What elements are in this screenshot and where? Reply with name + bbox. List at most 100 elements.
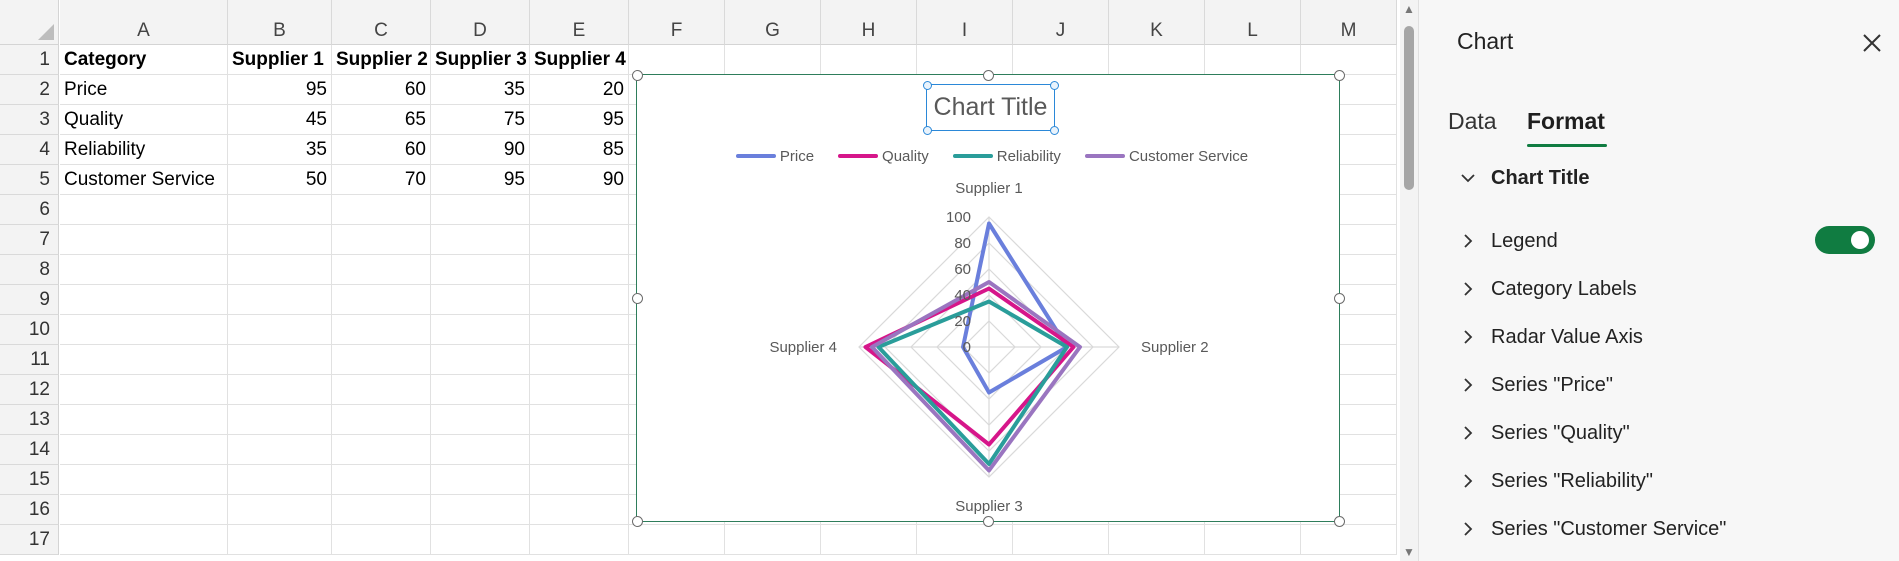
value-cell[interactable]: 35 bbox=[431, 75, 530, 105]
grid-cell[interactable] bbox=[1205, 45, 1301, 75]
row-header[interactable]: 11 bbox=[0, 345, 59, 375]
grid-cell[interactable] bbox=[332, 525, 431, 555]
column-header[interactable]: H bbox=[821, 0, 917, 45]
grid-cell[interactable] bbox=[1301, 195, 1397, 225]
series-line[interactable] bbox=[961, 221, 1069, 395]
grid-cell[interactable] bbox=[60, 495, 228, 525]
value-cell[interactable]: 60 bbox=[332, 135, 431, 165]
column-header[interactable]: K bbox=[1109, 0, 1205, 45]
column-header[interactable]: J bbox=[1013, 0, 1109, 45]
grid-cell[interactable] bbox=[332, 435, 431, 465]
legend-toggle[interactable] bbox=[1815, 226, 1875, 254]
grid-cell[interactable] bbox=[228, 435, 332, 465]
grid-cell[interactable] bbox=[332, 255, 431, 285]
grid-cell[interactable] bbox=[530, 255, 629, 285]
grid-cell[interactable] bbox=[1301, 315, 1397, 345]
grid-cell[interactable] bbox=[530, 405, 629, 435]
row-header[interactable]: 4 bbox=[0, 135, 59, 165]
grid-cell[interactable] bbox=[1301, 285, 1397, 315]
grid-cell[interactable] bbox=[530, 345, 629, 375]
header-cell[interactable]: Supplier 2 bbox=[332, 45, 431, 75]
chart-handle-tl[interactable] bbox=[631, 69, 643, 81]
value-cell[interactable]: 95 bbox=[431, 165, 530, 195]
grid-cell[interactable] bbox=[917, 525, 1013, 555]
grid-cell[interactable] bbox=[431, 345, 530, 375]
section-item[interactable]: Category Labels bbox=[1457, 272, 1637, 306]
grid-cell[interactable] bbox=[431, 405, 530, 435]
column-header[interactable]: M bbox=[1301, 0, 1397, 45]
vertical-scrollbar[interactable]: ▲ ▼ bbox=[1400, 0, 1418, 561]
grid-cell[interactable] bbox=[1301, 105, 1397, 135]
chart-handle-tr[interactable] bbox=[1333, 69, 1345, 81]
grid-cell[interactable] bbox=[228, 225, 332, 255]
legend-item[interactable]: Quality bbox=[838, 145, 929, 167]
column-header[interactable]: A bbox=[60, 0, 228, 45]
column-header[interactable]: G bbox=[725, 0, 821, 45]
section-item[interactable]: Series "Customer Service" bbox=[1457, 512, 1726, 546]
row-header[interactable]: 14 bbox=[0, 435, 59, 465]
column-header[interactable]: B bbox=[228, 0, 332, 45]
column-header[interactable]: L bbox=[1205, 0, 1301, 45]
value-cell[interactable]: 85 bbox=[530, 135, 629, 165]
grid-cell[interactable] bbox=[228, 315, 332, 345]
grid-cell[interactable] bbox=[228, 465, 332, 495]
grid-cell[interactable] bbox=[228, 345, 332, 375]
legend-item[interactable]: Price bbox=[735, 145, 814, 167]
header-cell[interactable]: Supplier 1 bbox=[228, 45, 332, 75]
grid-cell[interactable] bbox=[60, 195, 228, 225]
grid-cell[interactable] bbox=[1301, 525, 1397, 555]
grid-cell[interactable] bbox=[530, 375, 629, 405]
chart-title[interactable]: Chart Title bbox=[933, 93, 1048, 121]
row-header[interactable]: 10 bbox=[0, 315, 59, 345]
value-cell[interactable]: 90 bbox=[431, 135, 530, 165]
close-icon[interactable] bbox=[1859, 30, 1885, 56]
grid-cell[interactable] bbox=[60, 345, 228, 375]
grid-cell[interactable] bbox=[1301, 225, 1397, 255]
value-cell[interactable]: 90 bbox=[530, 165, 629, 195]
grid-cell[interactable] bbox=[228, 375, 332, 405]
grid-cell[interactable] bbox=[1109, 45, 1205, 75]
series-line[interactable] bbox=[870, 280, 1082, 473]
grid-cell[interactable] bbox=[332, 285, 431, 315]
legend-item[interactable]: Reliability bbox=[952, 145, 1061, 167]
row-header[interactable]: 12 bbox=[0, 375, 59, 405]
column-header[interactable]: C bbox=[332, 0, 431, 45]
row-header[interactable]: 15 bbox=[0, 465, 59, 495]
title-handle-br[interactable] bbox=[1049, 125, 1059, 135]
row-header[interactable]: 3 bbox=[0, 105, 59, 135]
grid-cell[interactable] bbox=[725, 45, 821, 75]
category-cell[interactable]: Reliability bbox=[60, 135, 228, 165]
grid-cell[interactable] bbox=[332, 225, 431, 255]
value-cell[interactable]: 35 bbox=[228, 135, 332, 165]
grid-cell[interactable] bbox=[1301, 435, 1397, 465]
grid-cell[interactable] bbox=[332, 465, 431, 495]
grid-cell[interactable] bbox=[60, 465, 228, 495]
value-cell[interactable]: 70 bbox=[332, 165, 431, 195]
grid-cell[interactable] bbox=[1109, 525, 1205, 555]
grid-cell[interactable] bbox=[1301, 255, 1397, 285]
grid-cell[interactable] bbox=[228, 405, 332, 435]
grid-cell[interactable] bbox=[228, 255, 332, 285]
grid-cell[interactable] bbox=[1301, 75, 1397, 105]
grid-cell[interactable] bbox=[1301, 165, 1397, 195]
scroll-down-icon[interactable]: ▼ bbox=[1403, 545, 1415, 559]
grid-cell[interactable] bbox=[60, 375, 228, 405]
category-cell[interactable]: Price bbox=[60, 75, 228, 105]
grid-cell[interactable] bbox=[228, 285, 332, 315]
section-item[interactable]: Series "Quality" bbox=[1457, 416, 1630, 450]
chart-handle-bl[interactable] bbox=[631, 515, 643, 527]
row-header[interactable]: 6 bbox=[0, 195, 59, 225]
grid-cell[interactable] bbox=[332, 315, 431, 345]
grid-cell[interactable] bbox=[332, 405, 431, 435]
header-cell[interactable]: Category bbox=[60, 45, 228, 75]
grid-cell[interactable] bbox=[431, 225, 530, 255]
value-cell[interactable]: 95 bbox=[530, 105, 629, 135]
category-cell[interactable]: Customer Service bbox=[60, 165, 228, 195]
row-header[interactable]: 9 bbox=[0, 285, 59, 315]
row-header[interactable]: 5 bbox=[0, 165, 59, 195]
grid-cell[interactable] bbox=[1301, 465, 1397, 495]
value-cell[interactable]: 65 bbox=[332, 105, 431, 135]
row-header[interactable]: 17 bbox=[0, 525, 59, 555]
value-cell[interactable]: 20 bbox=[530, 75, 629, 105]
grid-cell[interactable] bbox=[1301, 375, 1397, 405]
